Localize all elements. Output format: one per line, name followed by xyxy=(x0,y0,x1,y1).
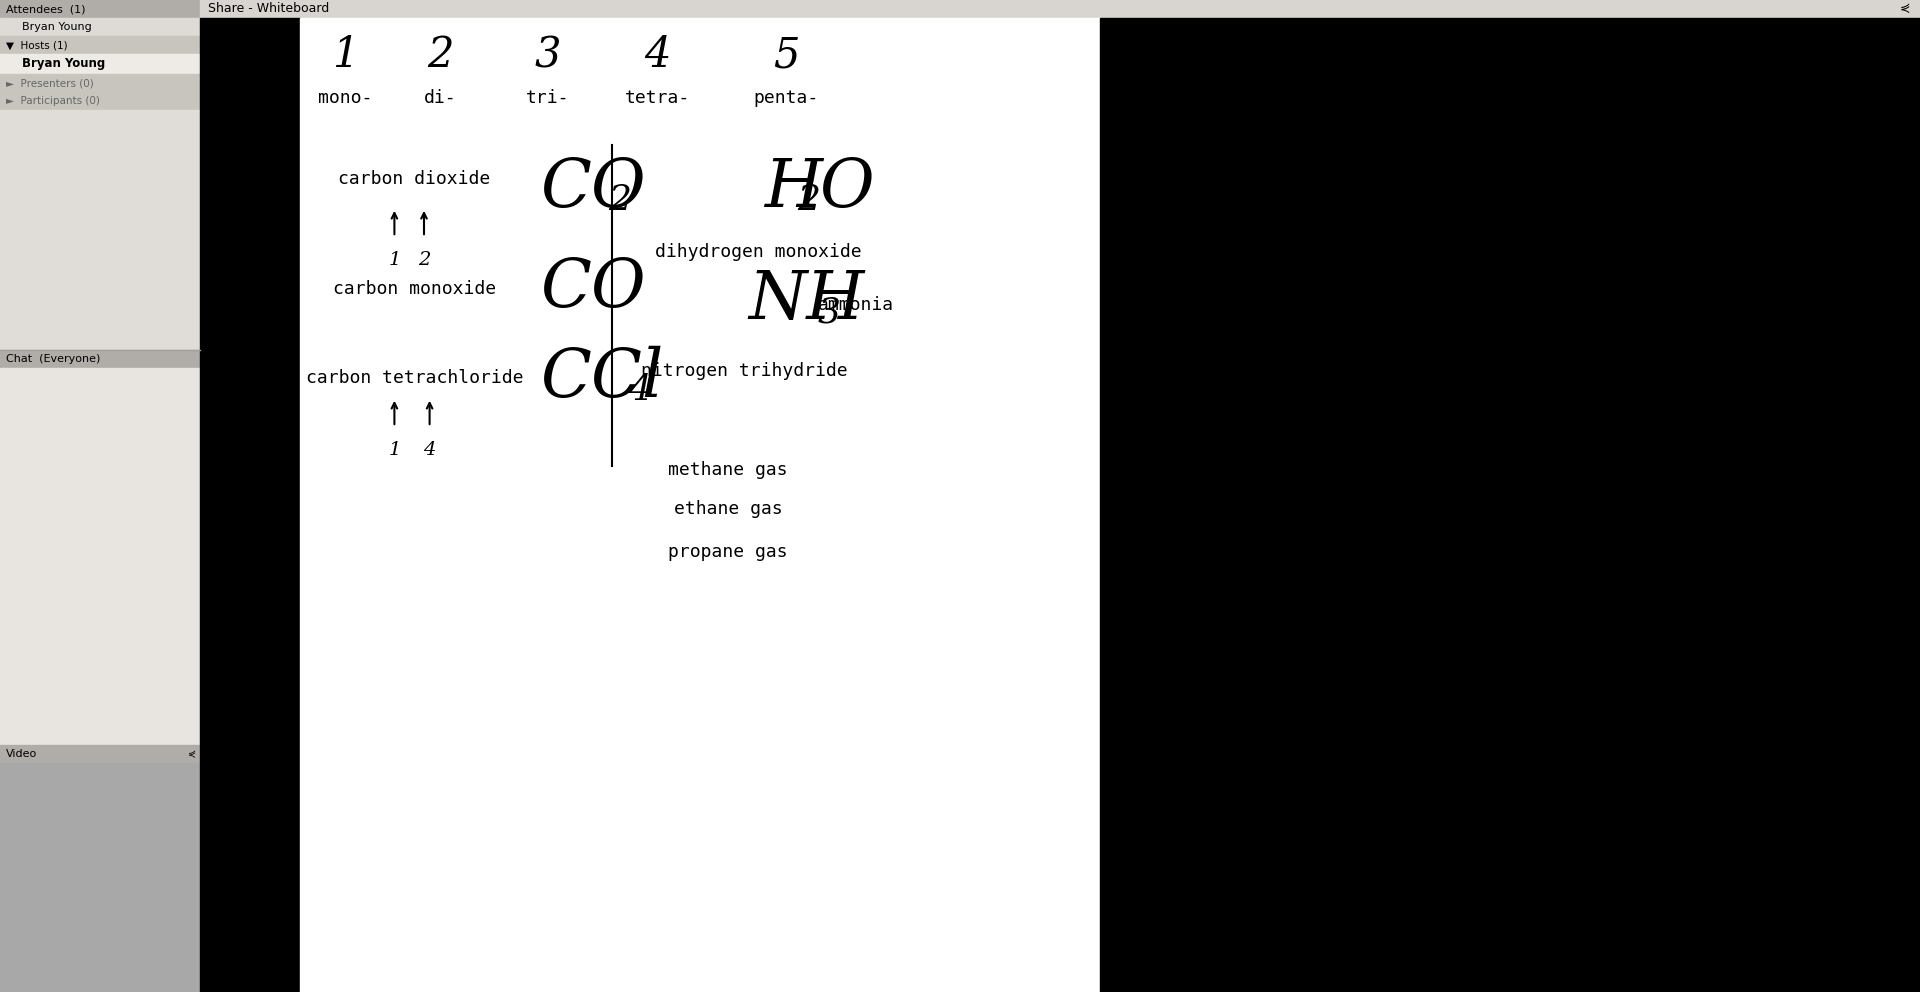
Bar xyxy=(1100,18,1920,992)
Text: penta-: penta- xyxy=(755,89,820,107)
Text: 2: 2 xyxy=(797,184,820,217)
Text: ►  Participants (0): ► Participants (0) xyxy=(6,96,100,106)
Bar xyxy=(0,74,200,92)
Bar xyxy=(0,0,200,992)
Text: 1: 1 xyxy=(332,34,359,76)
Text: tri-: tri- xyxy=(526,89,570,107)
Text: ⋞: ⋞ xyxy=(188,749,196,759)
Text: ammonia: ammonia xyxy=(818,297,895,314)
Bar xyxy=(200,0,1920,18)
Bar xyxy=(0,18,200,36)
Text: propane gas: propane gas xyxy=(668,543,787,560)
Bar xyxy=(0,0,200,18)
Text: ethane gas: ethane gas xyxy=(674,500,781,518)
Text: CO: CO xyxy=(540,156,645,221)
Bar xyxy=(0,368,200,745)
Text: Video: Video xyxy=(6,749,36,759)
Text: CO: CO xyxy=(540,256,645,321)
Text: 2: 2 xyxy=(426,34,453,76)
Text: carbon monoxide: carbon monoxide xyxy=(332,280,495,298)
Text: Attendees  (1): Attendees (1) xyxy=(6,4,86,14)
Text: carbon dioxide: carbon dioxide xyxy=(338,170,490,187)
Bar xyxy=(0,92,200,110)
Bar xyxy=(0,763,200,992)
Text: 1: 1 xyxy=(388,441,401,459)
Text: Share - Whiteboard: Share - Whiteboard xyxy=(207,3,328,16)
Text: 3: 3 xyxy=(536,34,561,76)
Text: Bryan Young: Bryan Young xyxy=(21,22,92,32)
Text: 4: 4 xyxy=(424,441,436,459)
Bar xyxy=(0,110,200,350)
Text: 5: 5 xyxy=(774,34,799,76)
Text: O: O xyxy=(820,156,874,221)
Text: NH: NH xyxy=(749,268,864,333)
Text: ►  Presenters (0): ► Presenters (0) xyxy=(6,78,94,88)
Text: H: H xyxy=(764,156,822,221)
Text: di-: di- xyxy=(424,89,457,107)
Bar xyxy=(0,36,200,54)
Text: 3: 3 xyxy=(818,296,841,329)
Text: carbon tetrachloride: carbon tetrachloride xyxy=(305,369,522,388)
Text: 4: 4 xyxy=(645,34,670,76)
Text: Chat  (Everyone): Chat (Everyone) xyxy=(6,354,100,364)
Text: 2: 2 xyxy=(609,184,632,217)
Bar xyxy=(0,350,200,368)
Text: dihydrogen monoxide: dihydrogen monoxide xyxy=(655,243,862,261)
Bar xyxy=(200,18,300,992)
Text: mono-: mono- xyxy=(319,89,372,107)
Text: ▼  Hosts (1): ▼ Hosts (1) xyxy=(6,40,67,50)
Text: ⋞: ⋞ xyxy=(1899,3,1910,16)
Text: 1: 1 xyxy=(388,251,401,269)
Text: CCl: CCl xyxy=(540,346,662,411)
Text: 2: 2 xyxy=(419,251,430,269)
Text: 4: 4 xyxy=(628,373,651,408)
Text: nitrogen trihydride: nitrogen trihydride xyxy=(641,362,847,380)
Bar xyxy=(0,745,200,763)
Bar xyxy=(0,54,200,74)
Text: tetra-: tetra- xyxy=(626,89,689,107)
Text: methane gas: methane gas xyxy=(668,461,787,479)
Bar xyxy=(300,18,1100,992)
Text: Bryan Young: Bryan Young xyxy=(21,58,106,70)
